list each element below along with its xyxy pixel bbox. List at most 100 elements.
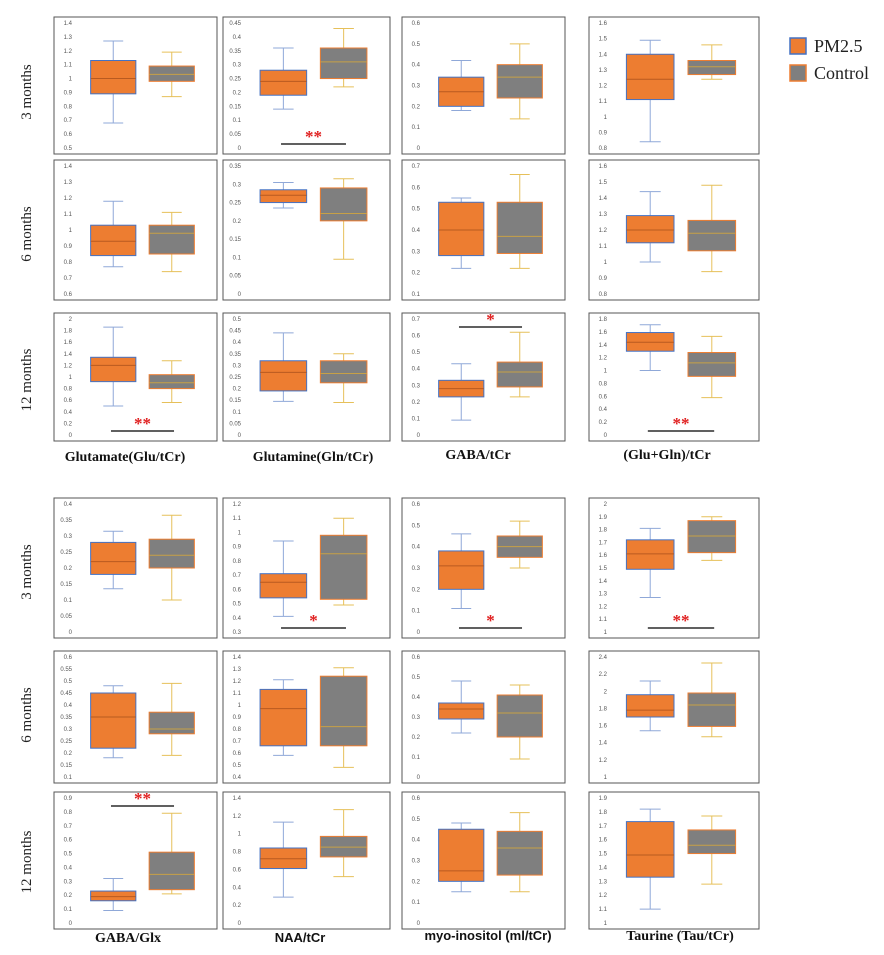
y-tick-label: 1.6 — [599, 838, 608, 844]
y-tick-label: 0.2 — [64, 421, 73, 427]
row-label: 12 months — [19, 348, 35, 411]
y-tick-label: 1 — [604, 115, 608, 121]
row-label: 3 months — [19, 64, 35, 120]
box-pm25 — [438, 702, 485, 720]
y-tick-label: 0.4 — [412, 545, 421, 551]
y-tick-label: 1.1 — [599, 244, 608, 250]
legend: PM2.5 Control — [789, 36, 869, 83]
y-tick-label: 0.2 — [233, 90, 242, 96]
y-tick-label: 1 — [69, 228, 73, 234]
box-panel: 0.1 0.2 0.3 0.4 0.5 0.6 0.7 — [401, 159, 566, 301]
y-tick-label: 0.3 — [64, 879, 73, 885]
box-control — [148, 65, 195, 82]
y-tick-label: 0.5 — [233, 763, 242, 769]
y-tick-label: 1.8 — [599, 810, 608, 816]
y-tick-label: 1.6 — [599, 330, 608, 336]
legend-label-control: Control — [814, 63, 869, 83]
y-tick-label: 1.1 — [233, 516, 242, 522]
y-tick-label: 0.7 — [412, 317, 421, 323]
box-pm25 — [625, 53, 675, 101]
y-tick-label: 0.4 — [64, 502, 73, 508]
box-control — [319, 360, 368, 384]
y-tick-label: 2.2 — [599, 672, 608, 678]
y-tick-label: 1.1 — [599, 907, 608, 913]
y-tick-label: 0.8 — [64, 260, 73, 266]
y-tick-label: 1.6 — [599, 164, 608, 170]
box-pm25 — [259, 688, 308, 747]
box-pm25 — [259, 69, 308, 96]
y-tick-label: 1.4 — [599, 52, 608, 58]
y-tick-label: 0.1 — [412, 609, 421, 615]
y-tick-label: 0.15 — [60, 582, 72, 588]
y-tick-label: 0.4 — [233, 340, 242, 346]
y-tick-label: 1 — [238, 832, 242, 838]
y-tick-label: 0.5 — [64, 679, 73, 685]
y-tick-label: 1.7 — [599, 824, 608, 830]
legend-swatch-control — [789, 64, 807, 82]
y-tick-label: 0.35 — [229, 49, 241, 55]
y-tick-label: 0.7 — [64, 824, 73, 830]
y-tick-label: 0.2 — [412, 271, 421, 277]
y-tick-label: 0 — [69, 630, 73, 636]
y-tick-label: 0.15 — [229, 104, 241, 110]
y-tick-label: 0.15 — [229, 237, 241, 243]
y-tick-label: 0.4 — [599, 407, 608, 413]
y-tick-label: 1.3 — [64, 180, 73, 186]
y-tick-label: 1 — [604, 921, 608, 927]
y-tick-label: 0.4 — [412, 228, 421, 234]
row-label: 12 months — [19, 830, 35, 893]
row-label: 6 months — [19, 687, 35, 743]
y-tick-label: 0.7 — [412, 164, 421, 170]
y-tick-label: 0.9 — [233, 545, 242, 551]
significance-stars: ** — [673, 414, 690, 433]
box-control — [148, 224, 195, 255]
y-tick-label: 0 — [238, 433, 242, 439]
y-tick-label: 1.2 — [233, 502, 242, 508]
y-tick-label: 0 — [238, 146, 242, 152]
box-control — [496, 830, 543, 876]
y-tick-label: 0.8 — [233, 559, 242, 565]
y-tick-label: 0.4 — [64, 865, 73, 871]
y-tick-label: 0.6 — [599, 394, 608, 400]
y-tick-label: 1.2 — [599, 356, 608, 362]
y-tick-label: 0.4 — [233, 885, 242, 891]
box-control — [148, 711, 195, 735]
y-tick-label: 1.5 — [599, 180, 608, 186]
y-tick-label: 0.55 — [60, 667, 72, 673]
y-tick-label: 0.4 — [412, 838, 421, 844]
y-tick-label: 1.5 — [599, 852, 608, 858]
box-panel: 0.6 0.7 0.8 0.9 1 1.1 1.2 1.3 1.4 — [53, 159, 218, 301]
box-pm25 — [438, 550, 485, 590]
y-tick-label: 0.9 — [599, 276, 608, 282]
y-tick-label: 0.7 — [64, 118, 73, 124]
box-panel: 0.3 0.4 0.5 0.6 0.7 0.8 0.9 1 1.1 1.2 * — [222, 497, 391, 639]
y-tick-label: 0.1 — [64, 775, 73, 781]
y-tick-label: 0.4 — [233, 35, 242, 41]
y-tick-label: 0.8 — [599, 292, 608, 298]
y-tick-label: 1.8 — [64, 329, 73, 335]
box-pm25 — [90, 60, 137, 95]
significance-stars: ** — [134, 789, 151, 808]
y-tick-label: 1 — [604, 369, 608, 375]
column-label: Taurine (Tau/tCr) — [626, 929, 734, 944]
y-tick-label: 1.4 — [599, 343, 608, 349]
box-panel: 0 0.05 0.1 0.15 0.2 0.25 0.3 0.35 0.4 0.45 0.5 — [222, 312, 391, 442]
significance-stars: ** — [673, 611, 690, 630]
y-tick-label: 0.3 — [412, 84, 421, 90]
y-tick-label: 0.3 — [233, 182, 242, 188]
box-panel: 0 0.1 0.2 0.3 0.4 0.5 0.6 0.7 * — [401, 310, 566, 442]
y-tick-label: 0.3 — [412, 566, 421, 572]
y-tick-label: 0.6 — [412, 655, 421, 661]
box-pm25 — [90, 890, 137, 902]
box-pm25 — [438, 201, 485, 257]
y-tick-label: 0.2 — [233, 387, 242, 393]
row-label: 6 months — [19, 206, 35, 262]
significance-stars: ** — [305, 127, 322, 146]
y-tick-label: 0.05 — [229, 132, 241, 138]
box-panel: 0 0.2 0.4 0.6 0.8 1 1.2 1.4 1.6 1.8 2 ** — [53, 312, 218, 442]
box-control — [319, 675, 368, 747]
box-pm25 — [90, 356, 137, 383]
y-tick-label: 0.3 — [64, 534, 73, 540]
y-tick-label: 1.1 — [64, 212, 73, 218]
